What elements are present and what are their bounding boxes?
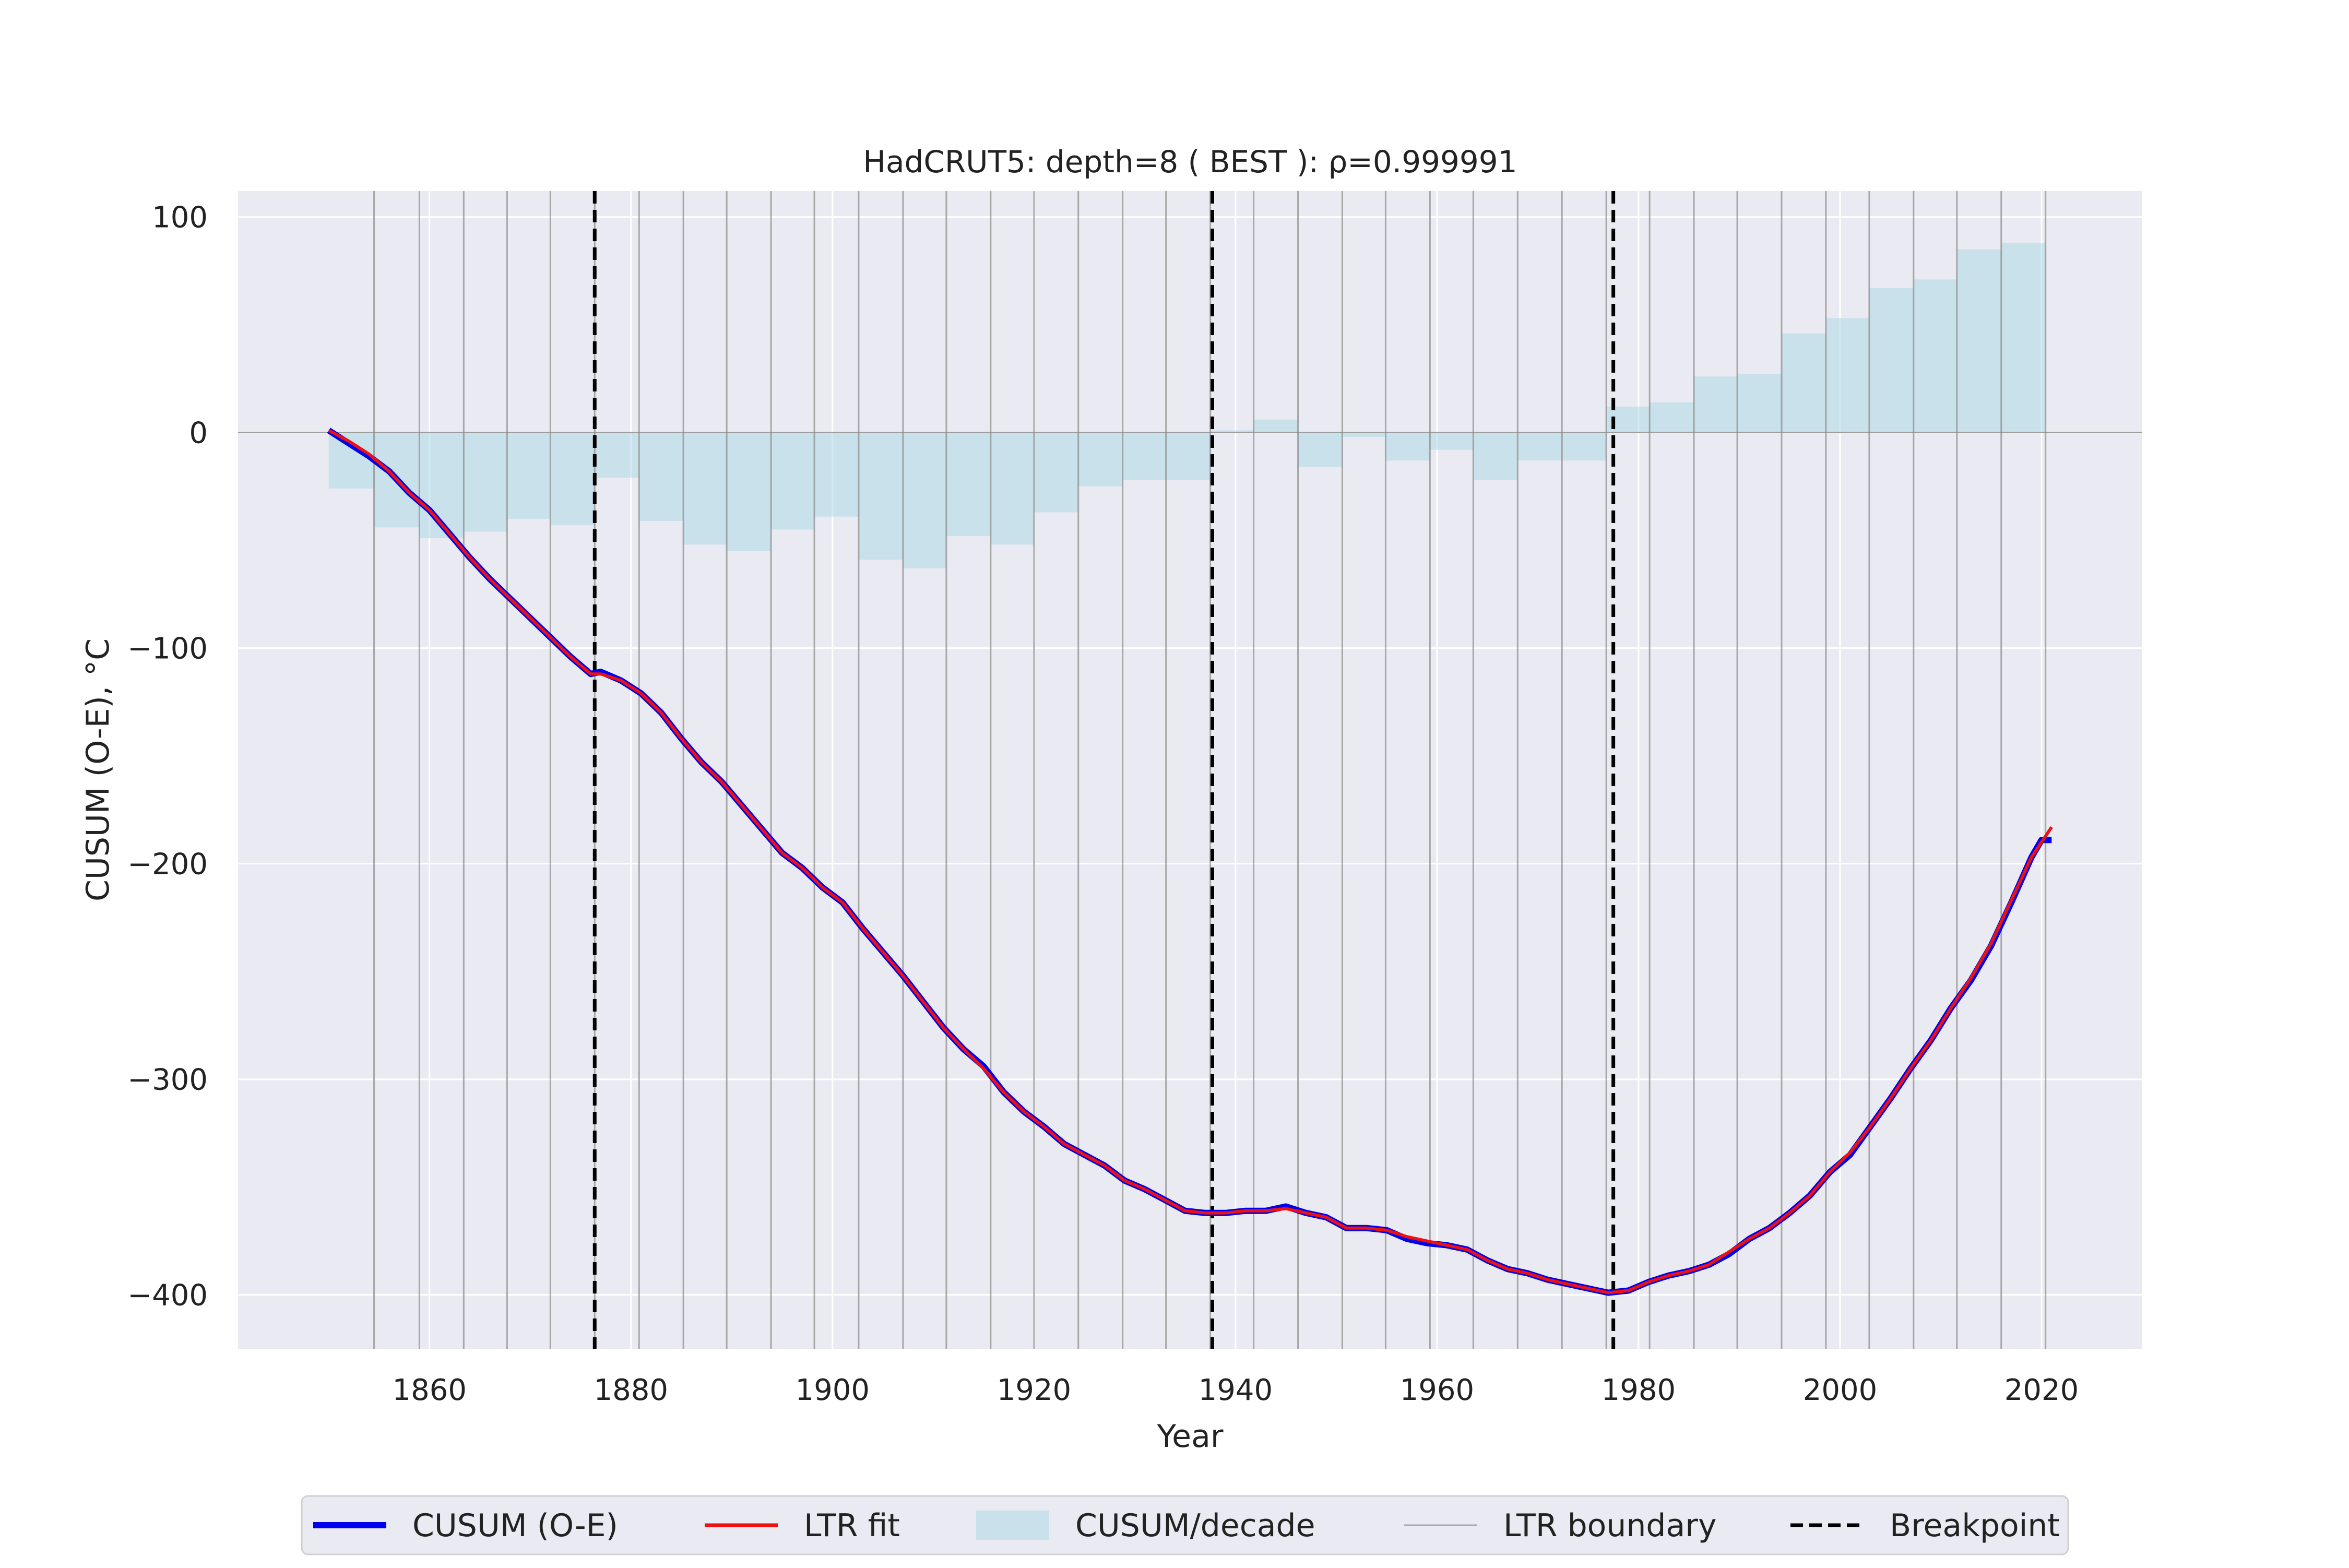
cusum-decade-bar [1342,432,1386,437]
cusum-decade-bar [814,432,859,517]
y-tick-label: −200 [127,848,208,882]
cusum-decade-bar [858,432,903,560]
cusum-decade-bar [1253,419,1298,433]
cusum-decade-bar [1034,432,1078,513]
ltr-boundaries [373,191,2047,1349]
x-tick-label: 2020 [2004,1373,2079,1407]
cusum-decade-bar [464,432,507,532]
cusum-decade-bar [683,432,727,545]
x-tick-label: 1980 [1601,1373,1676,1407]
cusum-decade-bar [1694,376,1738,433]
cusum-decade-bar [1385,432,1430,461]
ltr-fit-line [328,429,2053,1294]
cusum-decade-bar [1913,279,1957,433]
x-tick-label: 1880 [594,1373,669,1407]
cusum-decade-bar [507,432,551,519]
cusum-decade-bar [1869,288,1914,433]
cusum-decade-bar [1825,318,1869,433]
y-tick-label: −100 [127,632,208,666]
cusum-decade-bar [1562,432,1607,461]
cusum-decade-bar [946,432,991,536]
cusum-decade-bar [1210,430,1254,433]
cusum-decade-bar [903,432,946,568]
cusum-decade-bar [1430,432,1474,450]
cusum-decade-bar [1166,432,1211,480]
legend-label: CUSUM/decade [1075,1507,1315,1544]
cusum-decade-bar [1122,432,1166,480]
cusum-decade-bar [2001,243,2046,433]
legend-label: Breakpoint [1890,1507,2060,1544]
legend-label: LTR boundary [1503,1507,1716,1544]
x-tick-label: 1920 [997,1373,1072,1407]
y-tick-label: −400 [127,1279,208,1313]
cusum-decade-bars [328,243,2046,568]
cusum-decade-bar [1782,333,1826,433]
x-tick-label: 1940 [1199,1373,1273,1407]
chart-title: HadCRUT5: depth=8 ( BEST ): ρ=0.999991 [863,144,1517,180]
cusum-decade-bar [1473,432,1518,480]
cusum-decade-bar [771,432,815,530]
legend-swatch-bars [976,1511,1049,1540]
cusum-decade-bar [1956,249,2001,433]
cusum-decade-bar [1078,432,1123,486]
legend-label: LTR fit [804,1507,900,1544]
x-tick-label: 2000 [1803,1373,1878,1407]
cusum-decade-bar [639,432,684,521]
y-tick-label: 0 [189,417,208,450]
x-tick-label: 1860 [392,1373,467,1407]
cusum-decade-bar [595,432,639,478]
legend: CUSUM (O-E) LTR fit CUSUM/decade LTR bounda… [301,1495,2069,1555]
y-axis-label: CUSUM (O-E), °C [80,638,116,901]
cusum-decade-bar [727,432,772,551]
x-tick-label: 1900 [796,1373,870,1407]
cusum-decade-bar [550,432,595,526]
y-tick-label: −300 [127,1063,208,1097]
x-tick-label: 1960 [1400,1373,1475,1407]
x-axis-label: Year [1156,1418,1223,1455]
cusum-decade-bar [1298,432,1343,467]
y-tick-label: 100 [152,201,208,235]
legend-label: CUSUM (O-E) [412,1507,618,1544]
cusum-decade-bar [990,432,1034,545]
cusum-decade-bar [1650,402,1694,433]
legend-box [301,1495,2069,1555]
breakpoints [592,191,1616,1349]
cusum-decade-bar [1517,432,1562,461]
cusum-decade-bar [1737,374,1782,433]
